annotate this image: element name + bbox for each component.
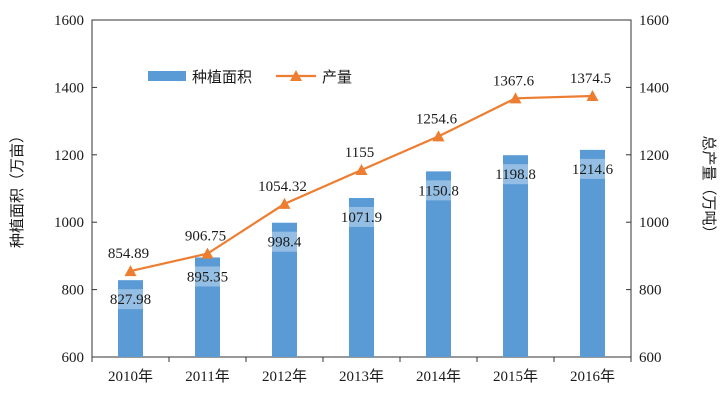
line-point-output (355, 163, 368, 175)
y-right-tick-label: 1000 (639, 215, 669, 231)
line-point-output (278, 197, 291, 209)
bar-area (272, 222, 297, 357)
y-right-tick-label: 1600 (639, 13, 669, 29)
bar-label-bg (195, 266, 220, 287)
bar-label-bg (426, 180, 451, 201)
bar-data-label: 1071.9 (341, 210, 382, 226)
bar-area (349, 197, 374, 357)
bar-data-label: 827.98 (110, 292, 151, 308)
y-left-tick-label: 800 (62, 283, 85, 299)
line-data-label: 1155 (345, 145, 374, 161)
bar-data-label: 1150.8 (418, 183, 459, 199)
line-data-label: 906.75 (185, 229, 226, 245)
bar-area (426, 171, 451, 357)
line-data-label: 1367.6 (493, 73, 535, 89)
line-point-output (124, 265, 137, 277)
bar-label-bg (272, 231, 297, 252)
bar-label-bg (349, 206, 374, 227)
y-right-tick-label: 600 (639, 350, 662, 366)
legend-label-area: 种植面积 (192, 68, 252, 86)
bar-label-bg (503, 164, 528, 185)
x-tick-label: 2013年 (339, 368, 384, 385)
x-tick-label: 2010年 (108, 368, 153, 385)
bar-data-label: 1214.6 (572, 162, 614, 178)
line-data-label: 1254.6 (416, 111, 458, 127)
bar-data-label: 998.4 (268, 235, 302, 251)
line-point-output (509, 92, 522, 104)
y-left-tick-label: 1000 (54, 215, 84, 231)
bar-area (580, 149, 605, 357)
y-right-tick-label: 800 (639, 283, 662, 299)
bar-data-label: 1198.8 (495, 167, 536, 183)
x-tick-label: 2012年 (262, 368, 307, 385)
y-right-tick-label: 1200 (639, 148, 669, 164)
y-right-tick-label: 1400 (639, 80, 669, 96)
y-left-tick-label: 1200 (54, 148, 84, 164)
x-tick-label: 2016年 (570, 368, 615, 385)
bar-label-bg (580, 158, 605, 179)
bar-label-bg (118, 289, 143, 310)
x-tick-label: 2015年 (493, 368, 538, 385)
x-tick-label: 2014年 (416, 368, 461, 385)
x-tick-label: 2011年 (185, 368, 229, 385)
y-axis-right-label: 总产量（万吨） (700, 135, 718, 240)
legend-label-output: 产量 (322, 68, 352, 86)
legend-swatch-area (148, 71, 186, 81)
line-point-output (586, 89, 599, 101)
bar-area (503, 155, 528, 357)
y-left-tick-label: 600 (62, 350, 85, 366)
y-axis-left-label: 种植面积（万亩） (8, 128, 26, 248)
bar-data-label: 895.35 (187, 269, 228, 285)
line-point-output (201, 247, 214, 259)
line-data-label: 1054.32 (258, 179, 307, 195)
bar-area (195, 257, 220, 357)
y-left-tick-label: 1600 (54, 13, 84, 29)
line-point-output (432, 130, 445, 142)
bar-area (118, 280, 143, 357)
legend-marker-output (290, 70, 302, 81)
line-data-label: 1374.5 (570, 71, 611, 87)
y-left-tick-label: 1400 (54, 80, 84, 96)
line-data-label: 854.89 (108, 246, 149, 262)
